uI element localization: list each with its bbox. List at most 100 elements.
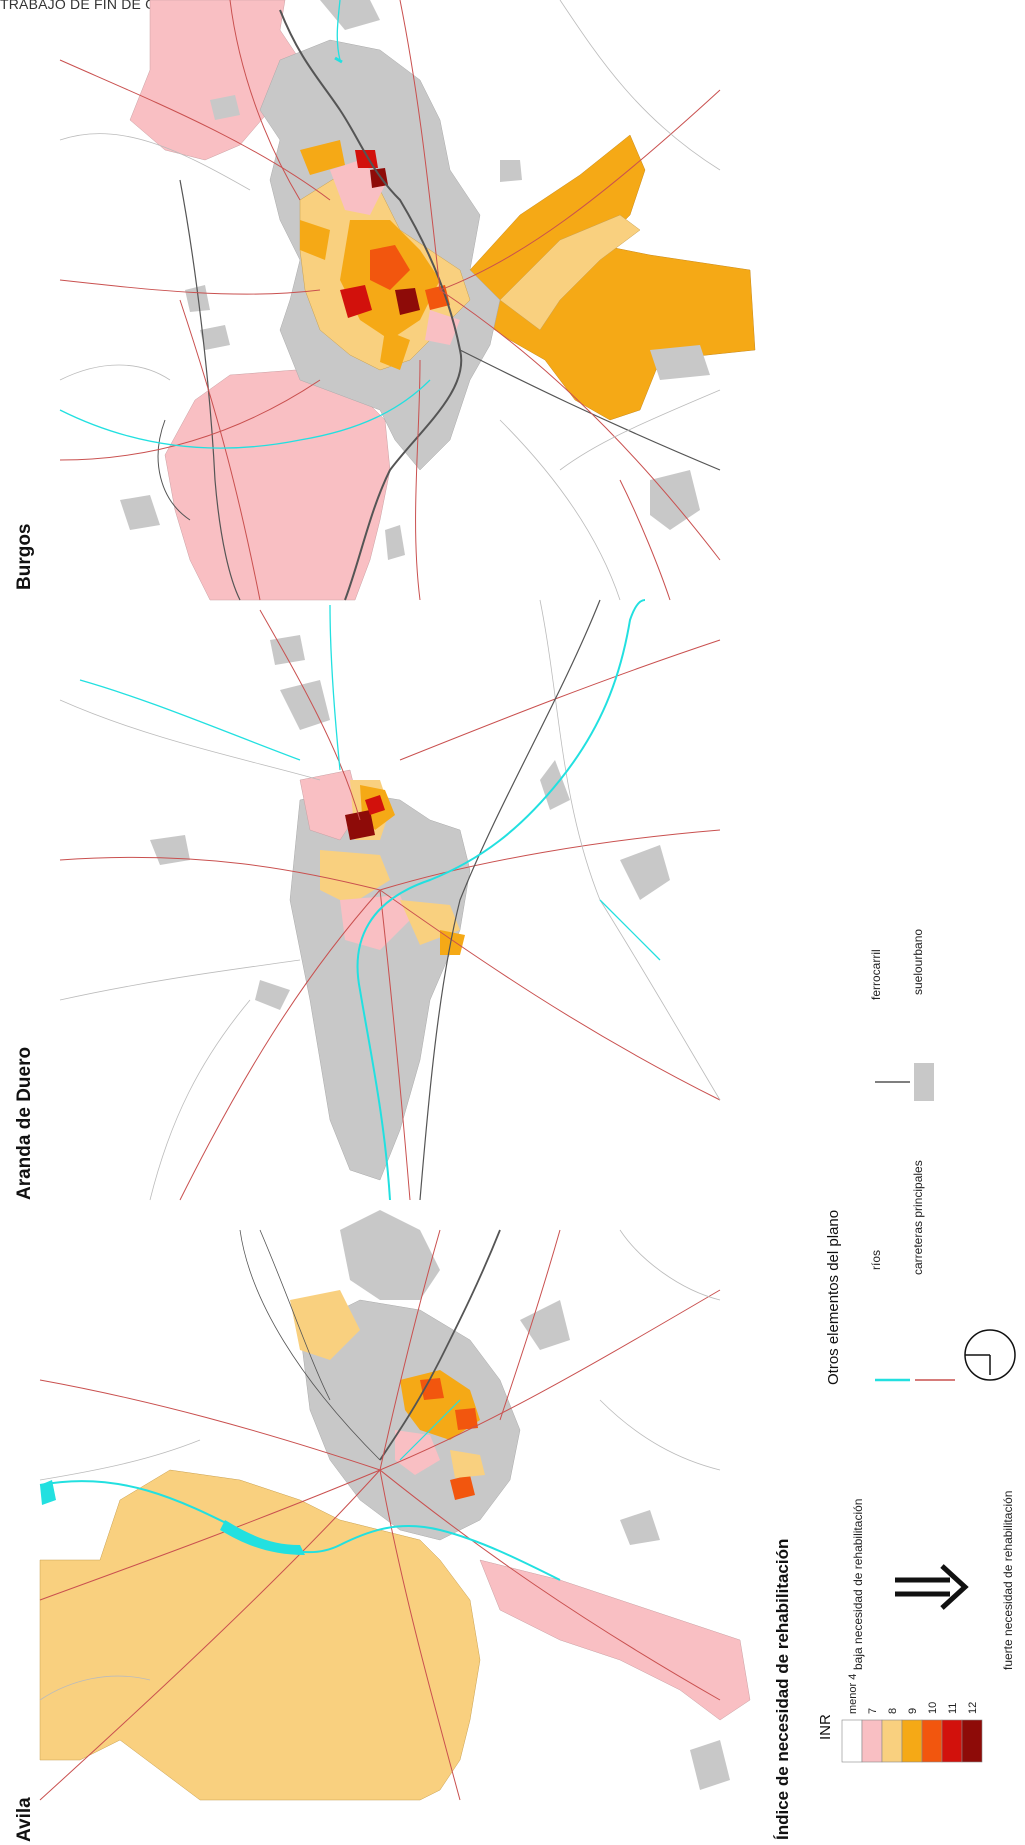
inr-class-label-3: 8 — [887, 1708, 899, 1714]
avila-map-panel — [39, 1210, 751, 1801]
burgos-core-orange — [380, 330, 410, 370]
aranda-secondary-road — [59, 959, 301, 1001]
inr-swatch-5 — [921, 1719, 943, 1763]
burgos-road — [439, 89, 721, 291]
avila-core-red — [420, 1378, 444, 1400]
document-header: TRABAJO DE FIN DE GRADO — [0, 0, 198, 12]
avila-road — [39, 1379, 381, 1471]
burgos-urban-patch — [185, 285, 210, 312]
burgos-secondary-road — [59, 364, 171, 381]
burgos-core-red — [370, 245, 410, 290]
aranda-secondary-road — [539, 599, 601, 901]
inr-class-label-6: 11 — [947, 1703, 959, 1714]
inr-class-label-2: 7 — [867, 1708, 879, 1714]
aranda-rail-line — [419, 599, 601, 1201]
aranda-map-panel — [59, 599, 721, 1201]
burgos-rail-line — [157, 419, 191, 521]
double-arrow-icon — [895, 1564, 969, 1610]
avila-river-tributary — [399, 1399, 461, 1461]
burgos-urban-patch — [200, 325, 230, 350]
avila-urban-patch — [620, 1510, 660, 1545]
urban-legend-swatch — [914, 1063, 934, 1101]
avila-rail-line — [379, 1229, 501, 1461]
burgos-road — [59, 59, 331, 201]
burgos-road — [619, 479, 671, 601]
burgos-secondary-road — [59, 133, 251, 191]
burgos-zone-lightorange-east — [499, 214, 641, 331]
burgos-urban-patch — [500, 160, 522, 182]
avila-secondary-road — [39, 1675, 151, 1701]
burgos-core-red — [340, 285, 372, 318]
burgos-rail-line — [179, 179, 241, 601]
avila-river — [39, 1480, 561, 1581]
legend-title: Índice de necesidad de rehabilitación — [773, 1539, 792, 1840]
aranda-river-tributary — [329, 604, 341, 771]
aranda-road — [379, 889, 411, 1201]
inr-class-label-4: 9 — [907, 1708, 919, 1714]
avila-zone-pink — [479, 1559, 751, 1721]
aranda-urban-patch — [280, 680, 330, 730]
burgos-zone-pink-southwest — [164, 369, 391, 601]
avila-road — [39, 1469, 381, 1601]
avila-secondary-road — [599, 1399, 721, 1471]
burgos-secondary-road — [499, 419, 621, 601]
avila-river-reservoir — [220, 1520, 305, 1555]
avila-core-red — [455, 1408, 478, 1430]
legend-inr-label: INR — [817, 1714, 834, 1740]
aranda-urban-patch — [255, 980, 290, 1010]
burgos-core-pink — [425, 310, 460, 345]
legend: Índice de necesidad de rehabilitación IN… — [773, 929, 1016, 1840]
north-arrow-icon — [964, 1329, 1016, 1381]
aranda-road — [379, 829, 721, 891]
legend-high-label: fuerte necesidad de rehabilitación — [1001, 1491, 1015, 1670]
roads-legend-label: carreteras principales — [911, 1160, 925, 1275]
legend-low-label: baja necesidad de rehabilitación — [851, 1499, 865, 1670]
aranda-urban-patch — [270, 635, 305, 665]
aranda-secondary-road — [149, 999, 251, 1201]
burgos-road — [399, 0, 441, 291]
avila-urban-lightorange-north — [290, 1290, 360, 1360]
aranda-urban-patch — [150, 835, 190, 865]
avila-rail-line — [239, 1229, 381, 1461]
inr-swatch-4 — [901, 1719, 923, 1763]
burgos-road — [59, 279, 321, 295]
burgos-road — [179, 299, 261, 601]
avila-urban-east — [340, 1210, 440, 1300]
inr-swatch-6 — [941, 1719, 963, 1763]
burgos-road — [229, 0, 301, 201]
avila-urban-patch — [520, 1300, 570, 1350]
burgos-secondary-road — [559, 0, 721, 171]
avila-urban-patch — [690, 1740, 730, 1790]
burgos-zone-pink-north — [129, 0, 301, 161]
burgos-core-darkred — [370, 168, 388, 188]
burgos-label: Burgos — [14, 524, 35, 591]
burgos-urban-patch — [385, 525, 405, 560]
burgos-core-red — [355, 150, 378, 168]
burgos-rail-line — [459, 349, 721, 471]
avila-road — [499, 1229, 561, 1421]
aranda-road — [399, 639, 721, 761]
burgos-river — [59, 379, 431, 449]
avila-label: Avila — [14, 1797, 35, 1842]
burgos-urban-patch — [210, 95, 240, 120]
burgos-river — [336, 0, 341, 61]
inr-class-label-5: 10 — [927, 1702, 939, 1714]
burgos-secondary-road — [559, 389, 721, 471]
other-elements-title: Otros elementos del plano — [825, 1210, 842, 1385]
burgos-river — [334, 56, 343, 64]
avila-core-pink — [395, 1430, 440, 1475]
inr-swatch-1 — [841, 1719, 863, 1763]
inr-class-list: menor 4 7 8 9 10 11 12 — [841, 1674, 983, 1763]
aranda-label: Aranda de Duero — [14, 1047, 35, 1200]
aranda-road — [179, 889, 381, 1201]
burgos-core-orange — [300, 220, 330, 260]
burgos-map-panel — [59, 0, 756, 601]
burgos-urban-patch — [320, 0, 380, 30]
rail-legend-label: ferrocarril — [869, 949, 883, 1000]
burgos-urban-patch — [650, 470, 700, 530]
avila-core-red — [450, 1475, 475, 1500]
inr-class-label-7: 12 — [967, 1702, 979, 1714]
avila-road — [379, 1469, 721, 1701]
burgos-road — [59, 379, 321, 461]
rivers-legend-label: ríos — [869, 1250, 883, 1270]
